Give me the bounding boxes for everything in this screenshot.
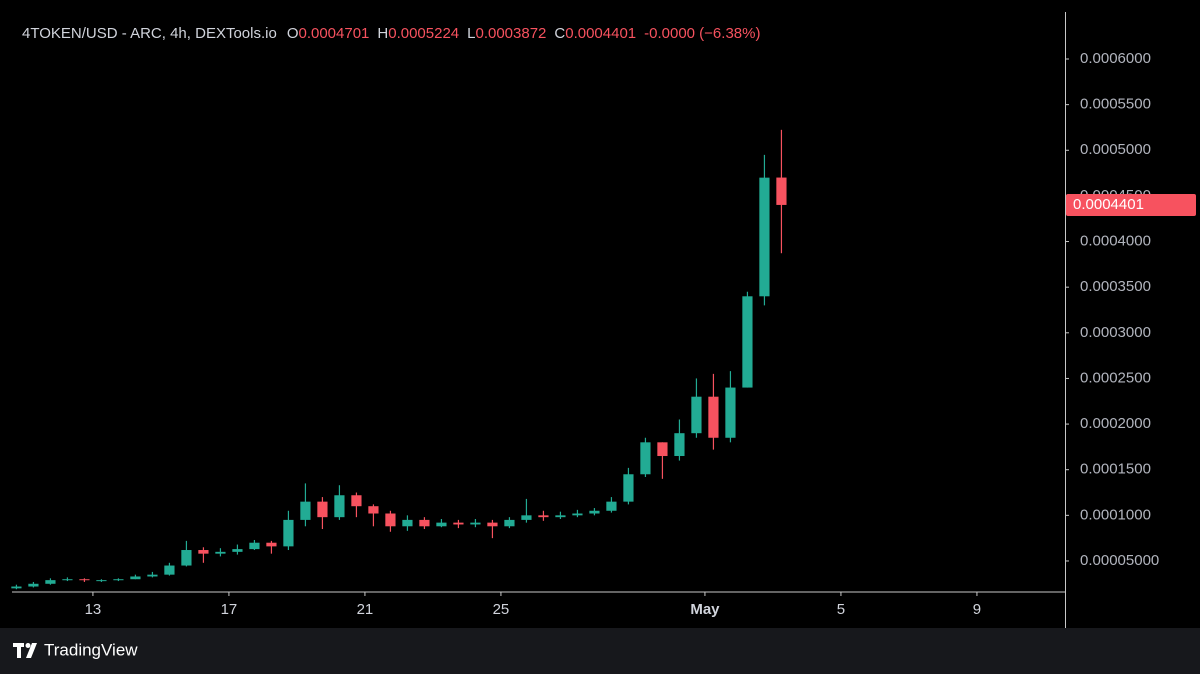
candle-body: [249, 542, 260, 550]
candle-body: [453, 522, 464, 525]
candle-body: [45, 580, 56, 584]
candle-body: [385, 513, 396, 527]
candle-body: [521, 515, 532, 520]
open-label: O: [287, 25, 299, 42]
x-tick-label: 9: [973, 601, 981, 618]
candle-body: [198, 550, 209, 554]
candle-body: [62, 579, 73, 581]
candle-body: [11, 586, 22, 589]
candle-body: [147, 574, 158, 577]
y-tick-label: 0.0004000: [1080, 233, 1151, 250]
low-label: L: [467, 25, 475, 42]
candle-body: [640, 442, 651, 475]
candle-body: [266, 542, 277, 547]
y-tick-label: 0.0005000: [1080, 141, 1151, 158]
candle-body: [487, 522, 498, 527]
candle-body: [691, 396, 702, 434]
footer-bar: [0, 628, 1200, 674]
candle-body: [113, 579, 124, 581]
y-tick-label: 0.0001500: [1080, 461, 1151, 478]
x-tick-label: May: [690, 601, 720, 618]
candle-body: [589, 510, 600, 514]
candle-body: [623, 474, 634, 502]
y-tick-label: 0.0006000: [1080, 50, 1151, 67]
x-tick-label: 25: [493, 601, 510, 618]
candle-body: [538, 515, 549, 518]
candle-body: [317, 501, 328, 518]
candle-body: [759, 177, 770, 297]
candle-body: [215, 551, 226, 554]
x-tick-label: 17: [221, 601, 238, 618]
candle-body: [419, 519, 430, 527]
candles: [11, 129, 787, 590]
candle-body: [181, 550, 192, 566]
candle-body: [368, 506, 379, 514]
close-label: C: [554, 25, 565, 42]
candle-body: [674, 433, 685, 457]
candle-body: [130, 576, 141, 580]
x-tick-label: 21: [357, 601, 374, 618]
y-tick-label: 0.0002500: [1080, 369, 1151, 386]
high-value: 0.0005224: [388, 25, 459, 42]
y-tick-label: 0.0001000: [1080, 506, 1151, 523]
y-tick-label: 0.0003500: [1080, 278, 1151, 295]
candle-body: [164, 565, 175, 575]
close-value: 0.0004401: [565, 25, 636, 42]
x-tick-label: 5: [837, 601, 845, 618]
y-tick-label: 0.0005500: [1080, 96, 1151, 113]
open-value: 0.0004701: [298, 25, 369, 42]
high-label: H: [377, 25, 388, 42]
candle-body: [232, 549, 243, 552]
brand-name: TradingView: [44, 640, 138, 659]
change-value: -0.0000 (−6.38%): [644, 25, 760, 42]
candle-body: [300, 501, 311, 520]
symbol-title: 4TOKEN/USD - ARC, 4h, DEXTools.io: [22, 25, 277, 42]
price-tag-box: [1066, 193, 1196, 216]
candle-body: [606, 501, 617, 511]
candle-body: [725, 387, 736, 438]
candle-body: [776, 177, 787, 205]
y-tick-label: 0.0003000: [1080, 324, 1151, 341]
legend-line: 4TOKEN/USD - ARC, 4h, DEXTools.io O0.0004…: [22, 25, 760, 42]
candle-body: [334, 495, 345, 518]
candle-body: [504, 519, 515, 527]
candle-body: [283, 519, 294, 547]
candle-body: [572, 513, 583, 516]
candle-body: [742, 296, 753, 388]
brand-logo: [13, 643, 37, 658]
candle-body: [708, 396, 719, 438]
candle-body: [470, 522, 481, 525]
y-tick-label: 0.0002000: [1080, 415, 1151, 432]
candle-body: [657, 442, 668, 457]
candle-body: [436, 522, 447, 527]
y-tick-label: 0.00005000: [1080, 552, 1159, 569]
low-value: 0.0003872: [475, 25, 546, 42]
price-tag-label: 0.0004401: [1073, 196, 1144, 213]
candle-body: [28, 583, 39, 587]
x-tick-label: 13: [85, 601, 102, 618]
candle-body: [402, 519, 413, 527]
candle-body: [351, 495, 362, 507]
candle-body: [96, 580, 107, 582]
candle-body: [555, 515, 566, 518]
candle-body: [79, 579, 90, 581]
